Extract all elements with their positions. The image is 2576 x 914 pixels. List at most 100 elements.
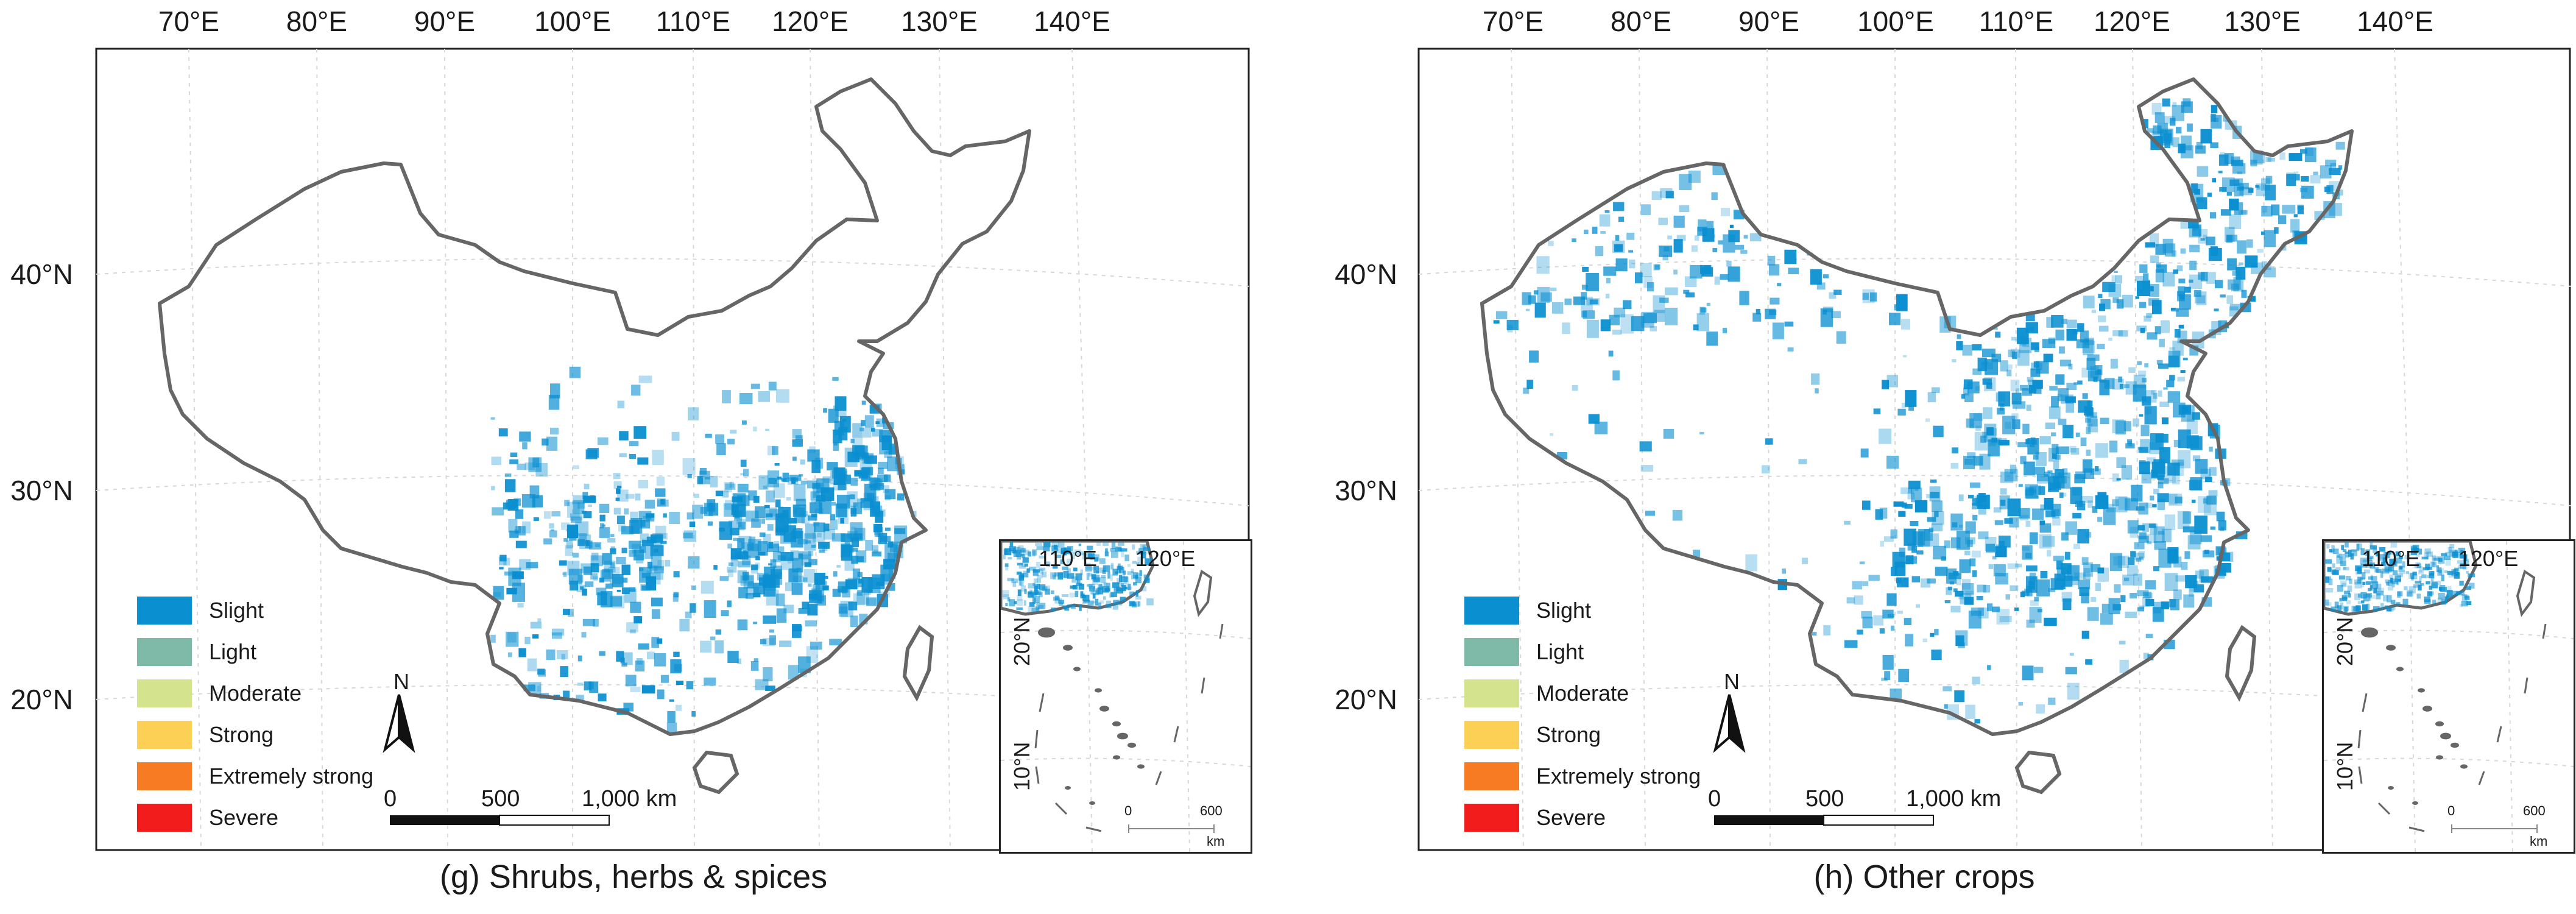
coverage-cell bbox=[2076, 339, 2089, 349]
coverage-cell bbox=[2063, 575, 2073, 587]
coverage-cell bbox=[563, 690, 570, 700]
coverage-cell bbox=[1096, 542, 1101, 546]
coverage-cell bbox=[2163, 133, 2172, 142]
coverage-cell bbox=[2431, 581, 2438, 589]
coverage-cell bbox=[788, 569, 799, 583]
coverage-cell bbox=[1861, 611, 1872, 618]
coverage-cell bbox=[1987, 665, 1991, 670]
coverage-cell bbox=[1810, 269, 1822, 285]
coverage-cell bbox=[2130, 593, 2137, 599]
coverage-cell bbox=[1631, 316, 1645, 331]
coverage-cell bbox=[1941, 556, 1946, 561]
coverage-cell bbox=[2002, 416, 2016, 434]
coverage-cell bbox=[2084, 406, 2092, 416]
coverage-cell bbox=[2210, 142, 2218, 148]
coverage-cell bbox=[2351, 549, 2357, 552]
coverage-cell bbox=[1533, 290, 1539, 295]
coverage-cell bbox=[1961, 394, 1966, 399]
coverage-cell bbox=[850, 508, 857, 517]
coverage-cell bbox=[2137, 590, 2149, 597]
coverage-cell bbox=[1726, 261, 1732, 267]
legend-swatch bbox=[1464, 762, 1519, 790]
coverage-cell bbox=[521, 494, 535, 508]
coverage-cell bbox=[2066, 328, 2077, 341]
coverage-cell bbox=[861, 467, 870, 481]
coverage-cell bbox=[2406, 590, 2414, 597]
coverage-cell bbox=[1018, 578, 1022, 586]
coverage-cell bbox=[491, 486, 495, 491]
coverage-cell bbox=[1975, 497, 1988, 507]
island-shape bbox=[1113, 755, 1120, 760]
coverage-cell bbox=[1143, 579, 1150, 584]
coverage-cell bbox=[623, 578, 628, 583]
coverage-cell bbox=[517, 603, 524, 608]
coverage-cell bbox=[1110, 592, 1117, 597]
coverage-cell bbox=[2114, 584, 2121, 593]
coverage-cell bbox=[585, 540, 590, 546]
coverage-cell bbox=[1689, 264, 1703, 278]
coverage-cell bbox=[617, 486, 622, 488]
coverage-cell bbox=[2382, 557, 2386, 564]
coverage-cell bbox=[1836, 331, 1846, 344]
coverage-cell bbox=[2065, 521, 2077, 535]
coverage-cell bbox=[604, 568, 609, 572]
coverage-cell bbox=[2095, 583, 2101, 591]
coverage-cell bbox=[657, 559, 665, 570]
coverage-cell bbox=[1024, 564, 1028, 567]
coverage-cell bbox=[1743, 235, 1748, 239]
coverage-cell bbox=[2418, 570, 2424, 575]
coverage-cell bbox=[2048, 476, 2059, 492]
inset-scale-label: 0 bbox=[1124, 803, 1132, 818]
coverage-cell bbox=[2220, 294, 2226, 298]
coverage-cell bbox=[2237, 240, 2247, 254]
coverage-cell bbox=[2189, 580, 2199, 592]
coverage-cell bbox=[2145, 390, 2157, 403]
coverage-cell bbox=[724, 481, 732, 493]
coverage-cell bbox=[2447, 586, 2452, 592]
coverage-cell bbox=[743, 469, 749, 476]
coverage-cell bbox=[1604, 210, 1610, 213]
coverage-cell bbox=[549, 427, 559, 434]
coverage-cell bbox=[577, 575, 584, 583]
coverage-cell bbox=[1673, 215, 1685, 228]
coverage-cell bbox=[1930, 479, 1937, 483]
coverage-cell bbox=[2183, 357, 2188, 361]
coverage-cell bbox=[2031, 439, 2038, 445]
coverage-cell bbox=[2366, 556, 2374, 559]
coverage-cell bbox=[1640, 204, 1651, 215]
coverage-cell bbox=[2218, 171, 2223, 174]
coverage-cell bbox=[842, 586, 850, 598]
coverage-cell bbox=[2134, 553, 2144, 561]
coverage-cell bbox=[729, 520, 742, 528]
coverage-cell bbox=[498, 428, 508, 437]
coverage-cell bbox=[2134, 542, 2145, 550]
coverage-cell bbox=[530, 622, 542, 629]
coverage-cell bbox=[1101, 575, 1106, 578]
coverage-cell bbox=[753, 592, 761, 598]
coverage-cell bbox=[2025, 553, 2032, 559]
coverage-cell bbox=[884, 451, 892, 458]
coverage-cell bbox=[1032, 569, 1040, 573]
coverage-cell bbox=[682, 458, 696, 475]
coverage-cell bbox=[2056, 560, 2063, 570]
coverage-cell bbox=[2161, 601, 2169, 609]
coverage-cell bbox=[2115, 275, 2122, 284]
coverage-cell bbox=[2384, 552, 2389, 559]
coverage-cell bbox=[1969, 482, 1981, 488]
coverage-cell bbox=[2181, 562, 2188, 570]
coverage-cell bbox=[2154, 112, 2165, 124]
coverage-cell bbox=[2227, 258, 2237, 271]
island-shape bbox=[2388, 786, 2394, 790]
coverage-cell bbox=[2231, 160, 2243, 166]
coverage-cell bbox=[830, 519, 838, 530]
coverage-cell bbox=[1862, 581, 1869, 586]
coverage-cell bbox=[2326, 602, 2332, 606]
coverage-cell bbox=[2145, 634, 2153, 639]
coverage-cell bbox=[2368, 576, 2373, 580]
coverage-cell bbox=[1626, 232, 1635, 240]
taiwan-island bbox=[902, 625, 934, 702]
coverage-cell bbox=[651, 566, 663, 580]
coverage-cell bbox=[1986, 382, 1992, 389]
coverage-cell bbox=[610, 562, 615, 569]
coverage-cell bbox=[2239, 186, 2253, 196]
